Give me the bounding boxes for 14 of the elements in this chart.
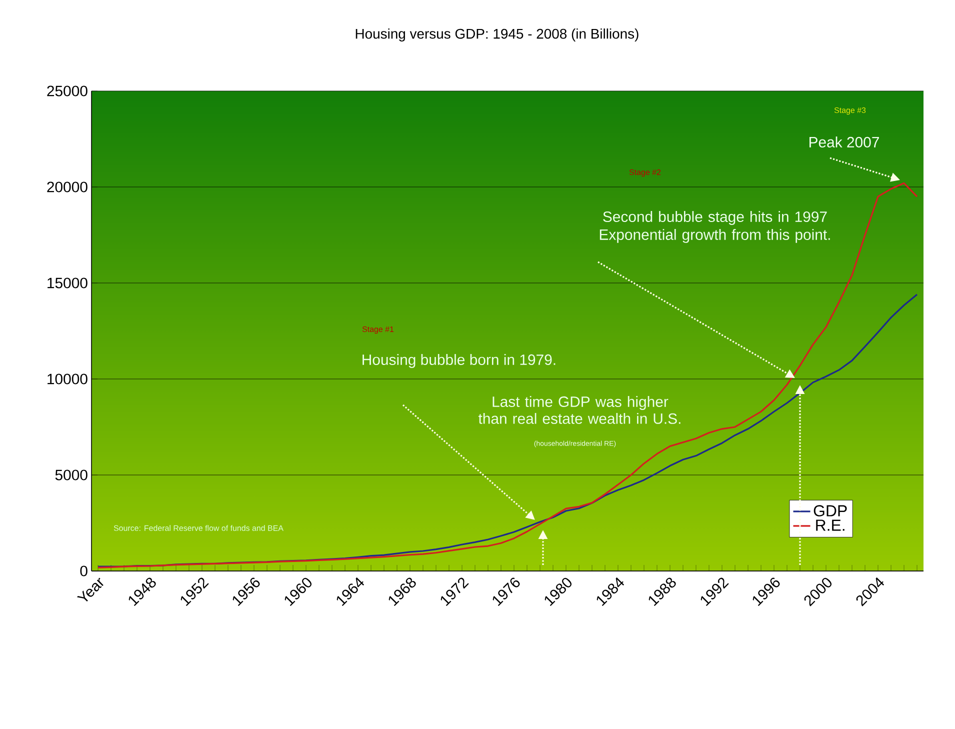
- legend-label: GDP: [814, 505, 847, 516]
- y-tick-label: 20000: [47, 182, 88, 192]
- annotation: Last time GDP was higher than real estate wealth in U.S.: [478, 396, 680, 424]
- y-tick-label: 0: [80, 566, 88, 576]
- y-tick-label: 5000: [55, 470, 88, 480]
- chart-title: Housing versus GDP: 1945 - 2008 (in Billions): [356, 28, 638, 42]
- x-tick-label: Year: [76, 578, 104, 602]
- annotation: Housing bubble born in 1979.: [362, 354, 556, 368]
- y-tick-label: 10000: [48, 374, 88, 384]
- annotation: Peak 2007: [809, 136, 879, 148]
- y-tick-label: 15000: [48, 278, 88, 288]
- legend-label: R.E.: [816, 520, 844, 531]
- annotation: Second bubble stage hits in 1997 Exponential growth from this point.: [600, 211, 830, 243]
- y-tick-label: 25000: [47, 86, 88, 96]
